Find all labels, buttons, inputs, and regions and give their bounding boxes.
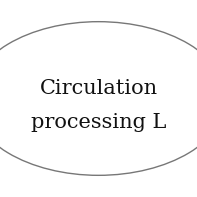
Text: processing L: processing L bbox=[31, 113, 166, 132]
Ellipse shape bbox=[0, 22, 197, 175]
Text: Circulation: Circulation bbox=[39, 79, 158, 98]
